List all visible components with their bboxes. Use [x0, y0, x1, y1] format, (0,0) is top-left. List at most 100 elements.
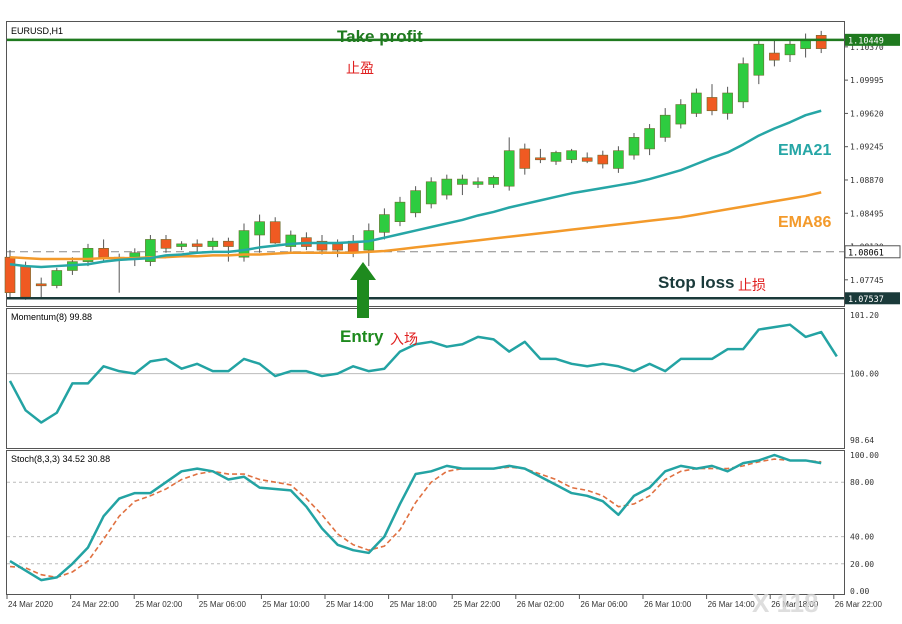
candle-body — [457, 178, 468, 185]
candle-body — [379, 214, 390, 233]
time-tick-label: 26 Mar 18:00 — [771, 600, 819, 609]
time-tick-label: 26 Mar 10:00 — [644, 600, 692, 609]
candle-body — [238, 230, 250, 258]
entry-arrow-icon — [350, 262, 376, 318]
current-price-label: 1.08061 — [848, 248, 884, 258]
momentum-panel — [6, 308, 845, 449]
candle-body — [160, 239, 172, 249]
candle-body — [332, 243, 343, 251]
candle-body — [535, 157, 546, 161]
price-tick-label: 1.08870 — [850, 176, 884, 185]
stoch-layer — [7, 453, 844, 582]
candle-body — [753, 43, 765, 76]
time-tick-label: 26 Mar 22:00 — [835, 600, 883, 609]
candle-body — [613, 150, 624, 169]
entry-label: Entry — [340, 327, 384, 346]
time-tick-label: 25 Mar 18:00 — [390, 600, 438, 609]
candle-body — [410, 190, 421, 214]
candle-body — [784, 43, 796, 56]
candle-body — [176, 243, 187, 247]
candle-body — [691, 92, 702, 114]
take-profit-label: Take profit — [337, 27, 423, 46]
symbol-title: EURUSD,H1 — [11, 26, 63, 36]
price-tick-label: 1.08495 — [850, 209, 884, 218]
price-tick-label: 1.07745 — [850, 276, 884, 285]
price-tick-label: 1.09620 — [850, 109, 884, 118]
ema21-label: EMA21 — [778, 142, 831, 159]
stop-loss-price-label: 1.07537 — [848, 295, 884, 305]
take-profit-cn-label: 止盈 — [346, 61, 374, 77]
take-profit-price-label-box — [845, 33, 900, 46]
candle-body — [815, 35, 827, 49]
entry-cn-label: 入场 — [390, 332, 418, 348]
current-price-label-box — [844, 245, 901, 259]
candle-body — [394, 201, 406, 222]
candle-body — [269, 221, 281, 244]
candle-body — [285, 234, 297, 247]
candle-body — [207, 240, 219, 247]
stoch-signal-line — [9, 458, 822, 579]
candle-body — [51, 270, 63, 286]
momentum-title: Momentum(8) 99.88 — [11, 312, 92, 322]
stochastic-panel — [6, 450, 845, 595]
price-tick-label: 1.09245 — [850, 143, 884, 152]
candle-body — [519, 148, 531, 169]
candle-body — [769, 52, 780, 61]
time-tick-label: 26 Mar 14:00 — [708, 600, 756, 609]
candle-body — [581, 157, 593, 162]
momentum-layer — [7, 323, 844, 424]
momentum-tick-label: 98.64 — [850, 436, 874, 445]
time-tick-label: 26 Mar 06:00 — [580, 600, 628, 609]
candle-body — [129, 252, 141, 258]
stoch-tick-label: 0.00 — [850, 587, 869, 596]
momentum-tick-label: 101.20 — [850, 311, 879, 320]
candle-body — [20, 265, 31, 298]
time-tick-label: 26 Mar 02:00 — [517, 600, 565, 609]
candle-body — [488, 177, 499, 185]
candle-body — [566, 150, 577, 160]
time-tick-label: 25 Mar 02:00 — [135, 600, 183, 609]
candle-body — [675, 104, 687, 125]
candle-body — [82, 248, 94, 262]
ema21-line — [9, 109, 822, 269]
candle-body — [145, 239, 156, 262]
stoch-tick-label: 80.00 — [850, 478, 874, 487]
time-tick-label: 25 Mar 22:00 — [453, 600, 501, 609]
ema86-label: EMA86 — [778, 214, 831, 231]
stoch-main-line — [9, 453, 822, 582]
candle-body — [316, 240, 328, 251]
time-tick-label: 24 Mar 2020 — [8, 600, 53, 609]
time-tick-label: 25 Mar 06:00 — [199, 600, 247, 609]
candle-body — [441, 178, 453, 196]
stop-loss-price-label-box — [845, 292, 900, 305]
price-panel — [6, 21, 845, 307]
price-layer — [4, 30, 844, 300]
time-tick-label: 25 Mar 10:00 — [262, 600, 310, 609]
candle-body — [503, 150, 515, 187]
candle-body — [597, 154, 609, 165]
price-tick-label: 1.09995 — [850, 76, 884, 85]
watermark-logo: X 118 — [752, 588, 819, 618]
stop-loss-label: Stop loss — [658, 273, 735, 292]
stoch-tick-label: 20.00 — [850, 560, 874, 569]
candle-body — [628, 137, 640, 156]
candle-body — [722, 92, 733, 114]
stoch-tick-label: 40.00 — [850, 533, 874, 542]
candle-body — [737, 63, 749, 103]
candle-body — [4, 256, 16, 293]
candle-body — [98, 248, 109, 258]
price-tick-label: 1.10370 — [850, 43, 884, 52]
candle-body — [644, 128, 655, 150]
candle-body — [659, 114, 671, 138]
candle-body — [191, 243, 203, 247]
candle-body — [472, 181, 484, 185]
take-profit-price-label: 1.10449 — [848, 36, 884, 46]
candle-body — [254, 221, 265, 236]
momentum-tick-label: 100.00 — [850, 370, 879, 379]
time-tick-label: 25 Mar 14:00 — [326, 600, 374, 609]
stop-loss-cn-label: 止损 — [738, 278, 766, 294]
stoch-tick-label: 100.00 — [850, 451, 879, 460]
axis-layer: 1.10370 1.09995 1.09620 1.09245 1.08870 1.084… — [6, 33, 901, 609]
time-tick-label: 24 Mar 22:00 — [72, 600, 120, 609]
